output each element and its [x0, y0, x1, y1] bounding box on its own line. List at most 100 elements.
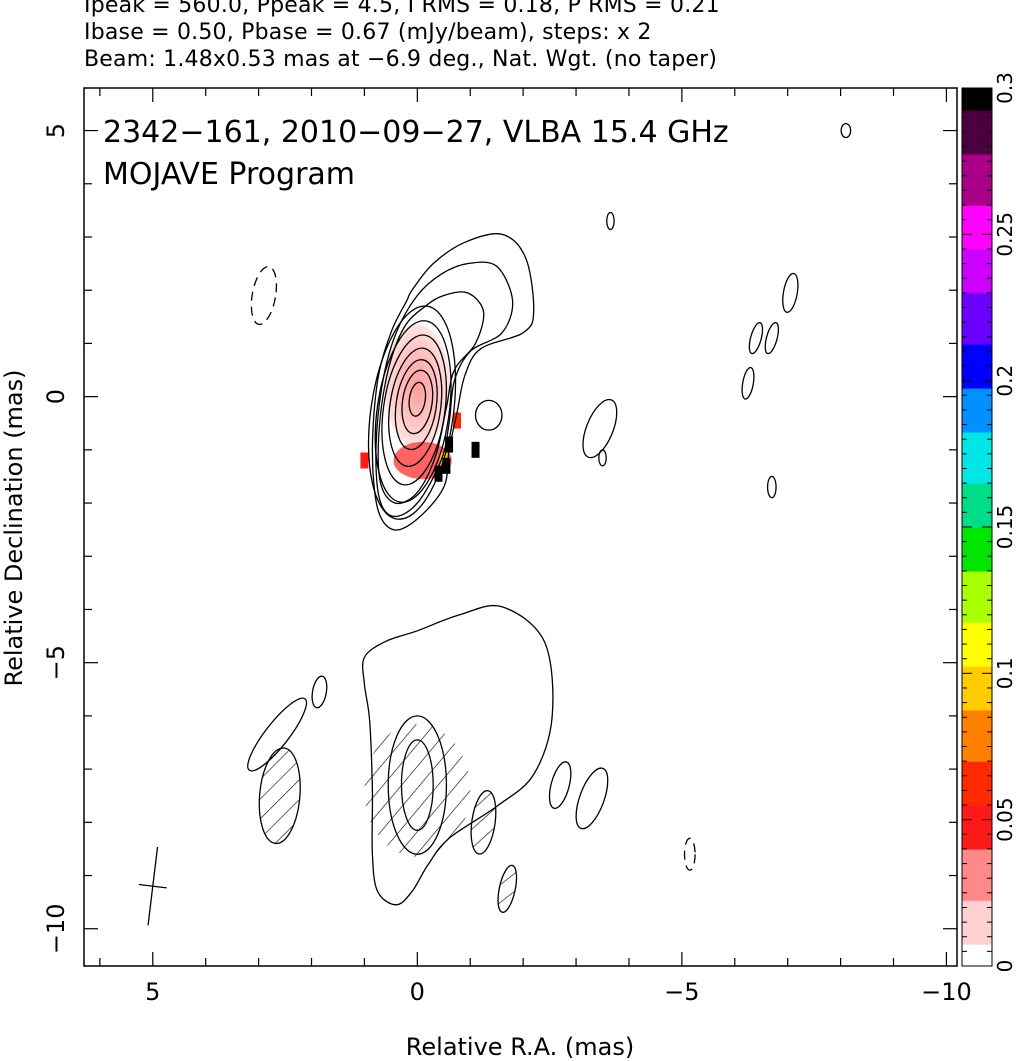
colorbar-swatch: [962, 519, 992, 528]
noise-contour: [606, 211, 615, 231]
colorbar-swatch: [962, 570, 992, 579]
colorbar-swatch: [962, 892, 992, 901]
colorbar-tick-label: 0: [993, 960, 1017, 973]
colorbar-swatch: [962, 841, 992, 850]
colorbar-swatch: [962, 475, 992, 484]
colorbar-swatch: [962, 329, 992, 338]
noise-contour: [258, 747, 301, 845]
y-tick-label: 0: [42, 389, 70, 404]
colorbar: 0 0.05 0.1 0.15 0.2 0.25 0.3: [961, 72, 1017, 973]
colorbar-tick-label: 0.2: [993, 365, 1017, 397]
colorbar-swatch: [962, 373, 992, 382]
colorbar-swatch: [962, 497, 992, 506]
colorbar-swatch: [962, 219, 992, 228]
colorbar-swatch: [962, 600, 992, 609]
noise-contour: [598, 449, 607, 467]
colorbar-tick-label: 0.1: [993, 657, 1017, 689]
core-contour: [394, 359, 438, 451]
colorbar-swatch: [962, 731, 992, 740]
colorbar-swatch: [962, 746, 992, 755]
colorbar-swatch: [962, 534, 992, 543]
colorbar-swatch: [962, 336, 992, 345]
colorbar-swatch: [962, 205, 992, 213]
colorbar-swatch: [962, 292, 992, 301]
beam-minor-axis: [138, 883, 167, 889]
colorbar-swatch: [962, 812, 992, 821]
noise-contour: [575, 767, 609, 830]
jet-contour: [377, 291, 485, 505]
colorbar-swatch: [962, 102, 992, 111]
colorbar-swatch: [962, 848, 992, 857]
colorbar-swatch: [962, 585, 992, 594]
colorbar-swatch: [962, 805, 992, 813]
colorbar-swatch: [962, 117, 992, 126]
colorbar-swatch: [962, 644, 992, 652]
colorbar-swatch: [962, 417, 992, 426]
colorbar-swatch: [962, 175, 992, 184]
colorbar-swatch: [962, 153, 992, 162]
colorbar-swatch: [962, 234, 992, 243]
colorbar-swatch: [962, 527, 992, 535]
colorbar-swatch: [962, 936, 992, 945]
colorbar-swatch: [962, 395, 992, 404]
colorbar-swatch: [962, 944, 992, 952]
colorbar-swatch: [962, 614, 992, 623]
polarization-pixel: [445, 436, 454, 453]
colorbar-swatch: [962, 856, 992, 865]
colorbar-swatch: [962, 95, 992, 104]
polarization-pixel: [360, 452, 369, 469]
colorbar-swatch: [962, 666, 992, 674]
colorbar-swatch: [962, 446, 992, 455]
colorbar-swatch: [962, 278, 992, 287]
colorbar-swatch: [962, 914, 992, 923]
axis-ticks: 5 0 −5 −10 5 0 −5 −10: [42, 88, 972, 1006]
colorbar-swatch: [962, 826, 992, 835]
colorbar-swatch: [962, 409, 992, 418]
colorbar-tick-label: 0.3: [993, 72, 1017, 104]
core-contour: [401, 369, 434, 435]
colorbar-swatch: [962, 900, 992, 909]
colorbar-swatch: [962, 285, 992, 294]
noise-contour: [470, 790, 497, 855]
x-axis-title: Relative R.A. (mas): [406, 1033, 634, 1061]
colorbar-swatch: [962, 505, 992, 513]
colorbar-swatch: [962, 424, 992, 433]
noise-contour: [748, 321, 764, 355]
colorbar-swatch: [962, 161, 992, 170]
colorbar-tick-label: 0.05: [993, 797, 1017, 842]
header-line-3: Beam: 1.48x0.53 mas at −6.9 deg., Nat. W…: [84, 47, 718, 72]
colorbar-swatch: [962, 578, 992, 587]
source-label: 2342−161, 2010−09−27, VLBA 15.4 GHz: [103, 115, 729, 150]
colorbar-swatch: [962, 124, 992, 133]
colorbar-swatch: [962, 907, 992, 916]
colorbar-outline: [961, 87, 993, 967]
polarization-pixel: [442, 457, 451, 474]
colorbar-swatch: [962, 139, 992, 148]
header-line-1: Ipeak = 560.0, Ppeak = 4.5, I RMS = 0.18…: [84, 0, 720, 18]
colorbar-swatch: [962, 248, 992, 257]
core-intensity-patch: [384, 324, 451, 448]
y-axis-title: Relative Declination (mas): [0, 369, 28, 686]
core-contour: [374, 320, 452, 503]
noise-contour: [840, 123, 852, 139]
core-contour: [367, 305, 457, 520]
colorbar-swatch: [962, 717, 992, 726]
colorbar-swatch: [962, 870, 992, 879]
jet-contour: [375, 261, 514, 518]
colorbar-swatch: [962, 344, 992, 352]
colorbar-swatch: [962, 548, 992, 557]
colorbar-swatch: [962, 541, 992, 550]
core-contour: [388, 347, 443, 468]
colorbar-swatch: [962, 402, 992, 411]
x-tick-label: 0: [410, 978, 425, 1006]
colorbar-swatch: [962, 951, 992, 960]
colorbar-swatch: [962, 453, 992, 462]
colorbar-swatch: [962, 834, 992, 843]
noise-contour: [766, 475, 777, 499]
colorbar-swatch: [962, 680, 992, 689]
colorbar-swatch: [962, 761, 992, 770]
negative-noise-contour: [250, 265, 278, 326]
noise-contour: [247, 697, 308, 772]
colorbar-swatch: [962, 131, 992, 140]
